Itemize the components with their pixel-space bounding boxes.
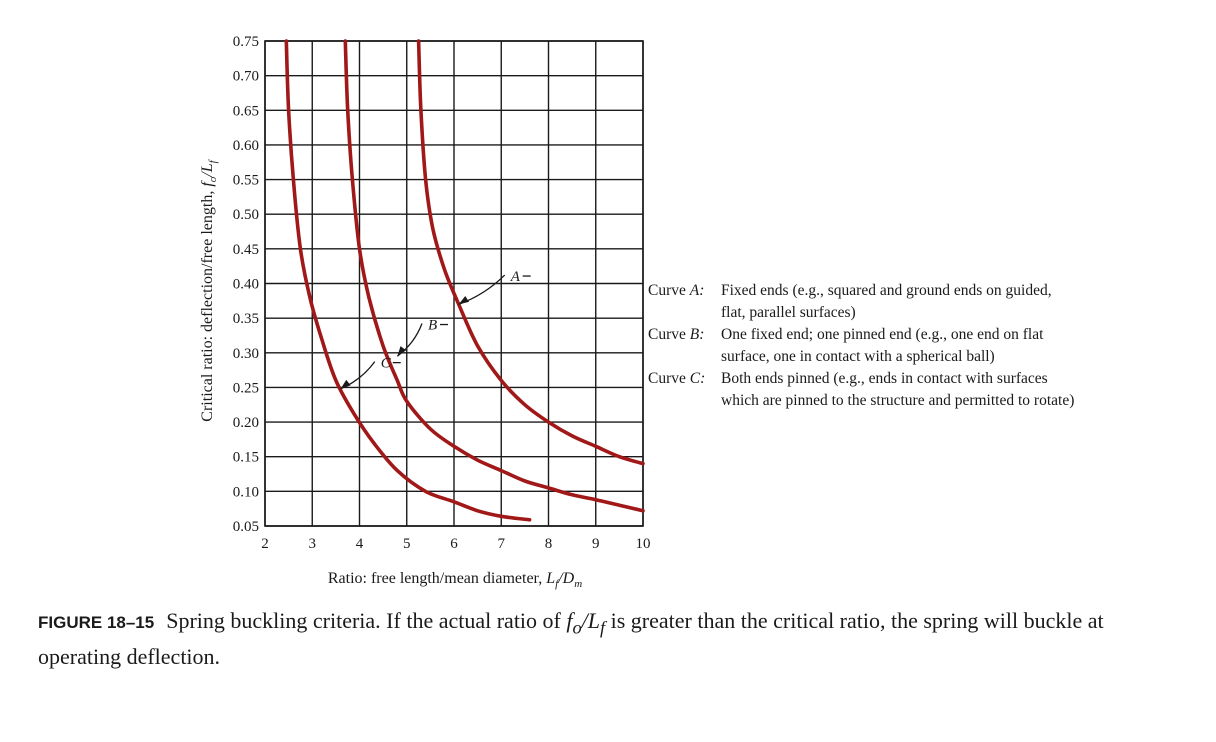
y-tick-label: 0.60 <box>233 138 259 154</box>
x-tick-label: 2 <box>261 536 269 552</box>
legend-text-b: One fixed end; one pinned end (e.g., one… <box>721 326 1044 365</box>
y-tick-label: 0.45 <box>233 242 259 258</box>
curve-label-c: C <box>381 356 392 372</box>
legend-entry-b: Curve B: One fixed end; one pinned end (… <box>648 324 1078 368</box>
y-axis-label: Critical ratio: deflection/free length, … <box>199 158 219 421</box>
legend-key-b: Curve B: <box>648 326 705 343</box>
y-tick-label: 0.20 <box>233 415 259 431</box>
y-axis-ticks: 0.05 0.10 0.15 0.20 0.25 0.30 0.35 0.40 0.45 0.50… <box>233 34 259 535</box>
y-tick-label: 0.75 <box>233 34 259 50</box>
x-tick-label: 7 <box>498 536 506 552</box>
legend-entry-c: Curve C: Both ends pinned (e.g., ends in… <box>648 368 1078 412</box>
caption-text-before: Spring buckling criteria. If the actual … <box>166 608 567 633</box>
curve-a <box>416 39 645 466</box>
y-tick-label: 0.35 <box>233 311 259 327</box>
buckling-chart: 2 3 4 5 6 7 8 9 10 0.050.100.150.200.250.300.350… <box>199 34 651 590</box>
x-axis-ticks: 2 3 4 5 6 7 8 9 10 <box>261 536 650 552</box>
y-tick-label: 0.05 <box>233 519 259 535</box>
legend-text-c: Both ends pinned (e.g., ends in contact … <box>721 370 1075 409</box>
chart-curves <box>284 39 645 522</box>
x-tick-label: 4 <box>356 536 364 552</box>
y-tick-label: 0.70 <box>233 69 259 85</box>
legend-key-c: Curve C: <box>648 370 706 387</box>
y-tick-label: 0.25 <box>233 380 259 396</box>
legend-text-a: Fixed ends (e.g., squared and ground end… <box>721 282 1052 321</box>
x-tick-label: 8 <box>545 536 553 552</box>
annotation-arrowhead-a <box>458 295 470 305</box>
legend-key-a: Curve A: <box>648 282 705 299</box>
annotation-arrowhead-c <box>340 379 351 389</box>
y-tick-label: 0.50 <box>233 207 259 223</box>
y-tick-label: 0.65 <box>233 103 259 119</box>
y-tick-label: 0.15 <box>233 450 259 466</box>
figure-number: FIGURE 18–15 <box>38 613 155 632</box>
plot-frame <box>264 40 644 527</box>
x-axis-label: Ratio: free length/mean diameter, Lf/Dm <box>328 570 582 590</box>
legend-entry-a: Curve A: Fixed ends (e.g., squared and g… <box>648 280 1078 324</box>
curve-c <box>284 39 532 522</box>
curve-annotations: A B C <box>340 269 531 390</box>
y-tick-label: 0.40 <box>233 277 259 293</box>
figure-caption: FIGURE 18–15 Spring buckling criteria. If… <box>38 608 1104 670</box>
x-tick-label: 10 <box>636 536 651 552</box>
x-tick-label: 9 <box>592 536 600 552</box>
curve-legend: Curve A: Fixed ends (e.g., squared and g… <box>648 280 1078 412</box>
x-tick-label: 6 <box>450 536 458 552</box>
annotation-arrowhead-b <box>397 346 407 357</box>
caption-text-after: is greater than the critical ratio, the … <box>38 608 1104 670</box>
y-tick-label: 0.10 <box>233 484 259 500</box>
y-tick-label: 0.55 <box>233 173 259 189</box>
chart-grid <box>264 40 644 527</box>
x-tick-label: 3 <box>309 536 317 552</box>
y-tick-label: 0.30 <box>233 346 259 362</box>
x-tick-label: 5 <box>403 536 411 552</box>
curve-label-a: A <box>510 269 521 285</box>
curve-label-b: B <box>428 318 437 334</box>
curve-b <box>343 39 645 513</box>
